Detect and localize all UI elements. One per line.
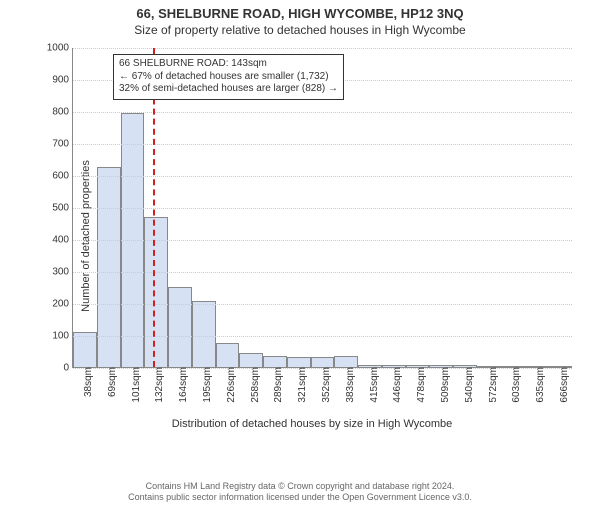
bar [192, 301, 216, 367]
bar [263, 356, 287, 367]
xtick-label: 321sqm [295, 367, 308, 403]
gridline-h [73, 208, 572, 209]
xtick-label: 132sqm [152, 367, 165, 403]
gridline-h [73, 272, 572, 273]
xtick-label: 478sqm [414, 367, 427, 403]
chart-title-main: 66, SHELBURNE ROAD, HIGH WYCOMBE, HP12 3… [0, 6, 600, 21]
bar [311, 357, 335, 367]
xtick-label: 509sqm [438, 367, 451, 403]
xtick-label: 635sqm [533, 367, 546, 403]
gridline-h [73, 112, 572, 113]
ytick-label: 800 [52, 107, 73, 118]
gridline-h [73, 336, 572, 337]
annotation-line-2: ← 67% of detached houses are smaller (1,… [119, 71, 338, 84]
xtick-label: 289sqm [271, 367, 284, 403]
footer-line-2: Contains public sector information licen… [0, 492, 600, 503]
bar [287, 357, 311, 367]
ytick-label: 700 [52, 139, 73, 150]
gridline-h [73, 240, 572, 241]
bar [239, 353, 263, 367]
xtick-label: 352sqm [319, 367, 332, 403]
ytick-label: 100 [52, 331, 73, 342]
bar [73, 332, 97, 367]
xtick-label: 258sqm [248, 367, 261, 403]
xtick-label: 540sqm [462, 367, 475, 403]
xtick-label: 38sqm [81, 367, 94, 397]
ytick-label: 500 [52, 203, 73, 214]
bar [168, 287, 192, 367]
ytick-label: 400 [52, 235, 73, 246]
ytick-label: 300 [52, 267, 73, 278]
chart-title-sub: Size of property relative to detached ho… [0, 23, 600, 37]
gridline-h [73, 176, 572, 177]
gridline-h [73, 304, 572, 305]
annotation-box: 66 SHELBURNE ROAD: 143sqm ← 67% of detac… [113, 54, 344, 100]
xtick-label: 69sqm [105, 367, 118, 397]
xtick-label: 446sqm [390, 367, 403, 403]
xtick-label: 164sqm [176, 367, 189, 403]
xtick-label: 195sqm [200, 367, 213, 403]
ytick-label: 600 [52, 171, 73, 182]
ytick-label: 200 [52, 299, 73, 310]
gridline-h [73, 144, 572, 145]
bar [216, 343, 240, 367]
plot-area: 66 SHELBURNE ROAD: 143sqm ← 67% of detac… [72, 48, 572, 368]
xtick-label: 666sqm [557, 367, 570, 403]
bar [97, 167, 121, 367]
xtick-label: 603sqm [509, 367, 522, 403]
footer-line-1: Contains HM Land Registry data © Crown c… [0, 481, 600, 492]
annotation-line-3: 32% of semi-detached houses are larger (… [119, 83, 338, 96]
ytick-label: 0 [63, 363, 73, 374]
chart-container: Number of detached properties 66 SHELBUR… [42, 48, 582, 423]
xtick-label: 572sqm [486, 367, 499, 403]
xtick-label: 415sqm [367, 367, 380, 403]
annotation-line-1: 66 SHELBURNE ROAD: 143sqm [119, 58, 338, 71]
xtick-label: 383sqm [343, 367, 356, 403]
gridline-h [73, 48, 572, 49]
xtick-label: 226sqm [224, 367, 237, 403]
ytick-label: 1000 [47, 43, 73, 54]
xtick-label: 101sqm [129, 367, 142, 403]
x-axis-caption: Distribution of detached houses by size … [42, 418, 582, 430]
bar [334, 356, 358, 367]
ytick-label: 900 [52, 75, 73, 86]
